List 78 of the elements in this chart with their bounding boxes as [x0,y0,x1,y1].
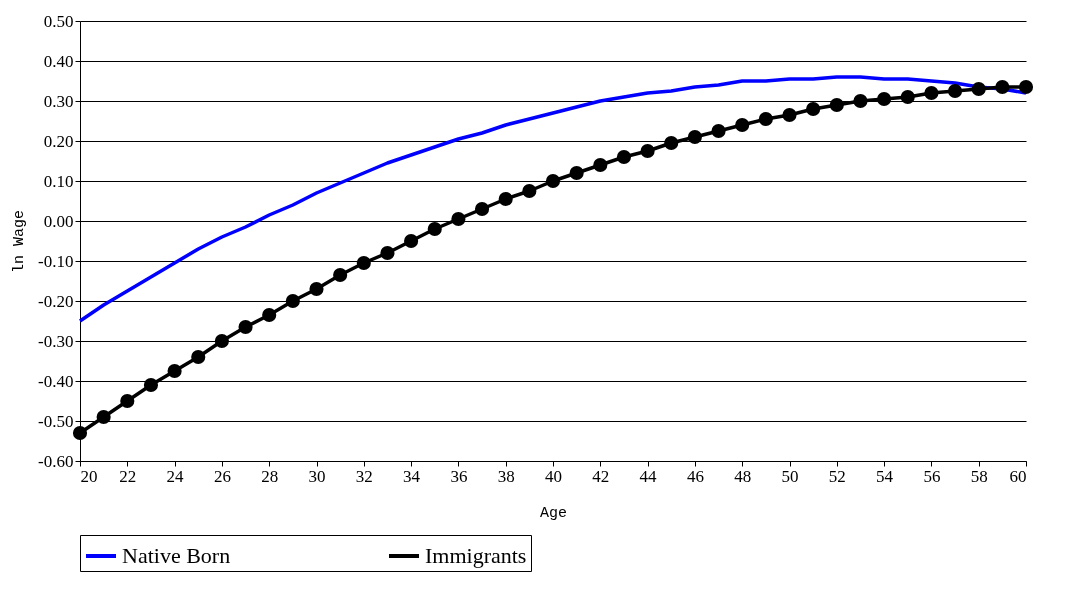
legend-label: Immigrants [425,543,527,568]
x-tick-label: 42 [592,466,610,486]
y-tick-label: -0.30 [38,331,74,351]
legend-label: Native Born [122,543,231,568]
point [900,89,915,105]
y-tick-label: 0.00 [43,211,74,231]
point [829,97,844,113]
y-tick-label: -0.10 [38,251,74,271]
x-tick-label: 56 [923,466,941,486]
y-tick-label: 0.20 [43,131,74,151]
x-tick-label: 22 [119,466,137,486]
x-tick-label: 32 [355,466,373,486]
point [806,101,821,117]
point [214,333,229,349]
x-tick-label: 60 [1009,466,1027,486]
y-tick-label: 0.30 [43,91,74,111]
point [333,267,348,283]
point [1018,79,1034,95]
point [404,233,419,249]
point [995,79,1010,95]
point [664,135,679,151]
x-tick-label: 58 [970,466,988,486]
y-tick-label: -0.40 [38,371,74,391]
point [569,165,584,181]
point [877,91,892,107]
point [687,129,702,145]
point [853,93,868,109]
x-tick-label: 28 [261,466,279,486]
point [427,221,442,237]
point [474,201,490,217]
point [167,363,182,379]
x-tick-label: 26 [213,466,231,486]
point [262,307,277,323]
point [711,123,726,139]
x-tick-label: 38 [497,466,515,486]
point [72,425,88,441]
point [498,191,513,207]
point [238,319,253,335]
y-tick-label: 0.50 [43,11,74,31]
point [120,393,135,409]
point [616,149,632,165]
y-axis-title: ln Wage [11,209,29,274]
point [593,157,608,173]
x-tick-label: 34 [403,466,421,486]
y-tick-label: -0.20 [38,291,74,311]
point [545,173,561,189]
x-tick-label: 30 [308,466,326,486]
point [758,111,773,127]
point [451,211,466,227]
point [96,409,111,425]
x-axis-title: Age [539,504,568,522]
point [380,245,395,261]
point [285,293,300,309]
point [924,85,939,101]
point [191,349,206,365]
x-tick-label: 50 [781,466,799,486]
y-tick-label: -0.60 [38,451,74,471]
y-tick-label: 0.40 [43,51,74,71]
x-tick-label: 44 [639,466,658,486]
x-tick-label: 24 [166,466,185,486]
point [971,81,986,97]
point [522,183,537,199]
x-tick-label: 52 [828,466,846,486]
point [143,377,159,393]
point [309,281,324,297]
x-tick-label: 54 [876,466,894,486]
point [782,107,797,123]
x-tick-label: 36 [450,466,468,486]
x-tick-label: 20 [80,466,98,486]
point [356,255,371,271]
point [640,143,655,159]
y-tick-label: 0.10 [43,171,74,191]
x-tick-label: 46 [686,466,704,486]
point [947,83,963,99]
y-tick-label: -0.50 [38,411,74,431]
x-tick-label: 48 [734,466,752,486]
x-tick-label: 40 [545,466,562,486]
point [735,117,750,133]
